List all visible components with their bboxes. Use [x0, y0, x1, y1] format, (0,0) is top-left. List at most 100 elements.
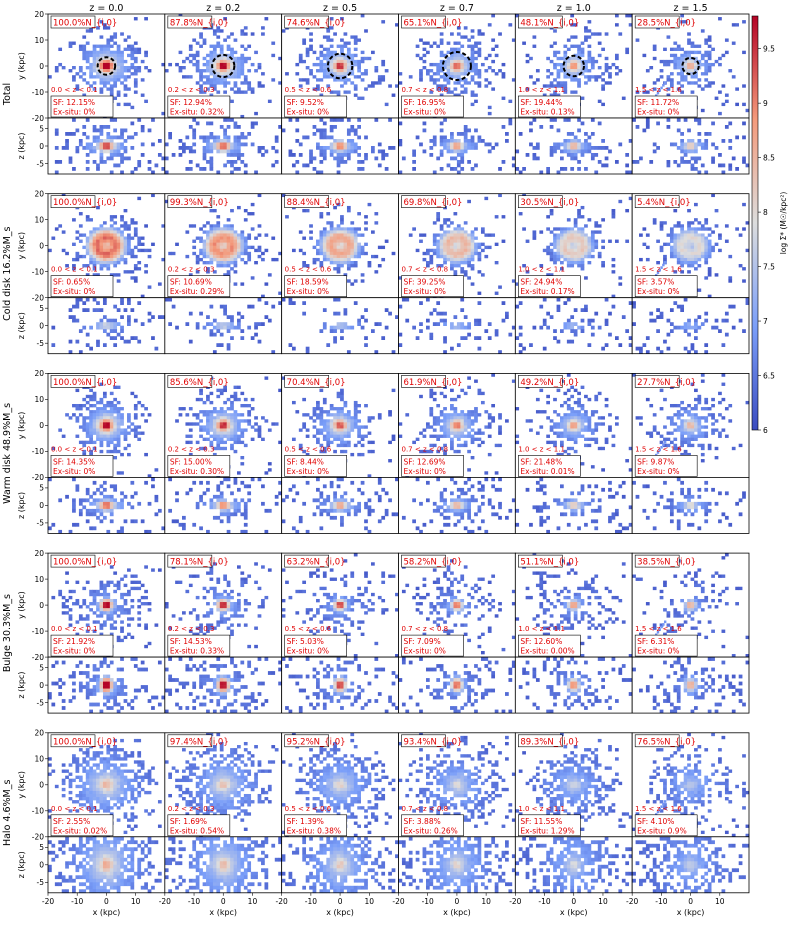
density-cell: [577, 248, 581, 253]
density-cell: [570, 90, 575, 94]
density-cell: [346, 90, 351, 94]
density-cell: [573, 245, 578, 250]
density-cell: [68, 69, 73, 73]
density-cell: [652, 221, 657, 225]
density-cell: [724, 224, 729, 228]
density-cell: [192, 135, 197, 140]
density-cell: [102, 242, 107, 246]
density-cell: [233, 440, 238, 445]
density-cell: [694, 245, 698, 250]
density-cell: [192, 118, 197, 122]
density-cell: [326, 245, 331, 250]
density-cell: [85, 167, 90, 171]
density-cell: [381, 515, 386, 520]
density-cell: [106, 56, 111, 61]
density-cell: [563, 322, 568, 326]
density-cell: [130, 422, 135, 426]
density-cell: [340, 422, 344, 426]
density-cell: [237, 90, 241, 94]
density-cell: [690, 239, 695, 243]
density-cell: [85, 400, 90, 405]
density-cell: [742, 227, 746, 231]
density-cell: [673, 66, 678, 70]
density-cell: [82, 301, 87, 305]
sf-label: SF: 11.72%: [637, 98, 679, 107]
density-cell: [333, 311, 337, 316]
density-cell: [549, 81, 554, 85]
density-cell: [216, 35, 221, 39]
density-cell: [316, 487, 320, 492]
density-cell: [508, 118, 513, 122]
density-cell: [92, 47, 97, 52]
density-cell: [446, 242, 451, 246]
density-cell: [130, 50, 135, 55]
density-cell: [206, 422, 210, 426]
density-cell: [467, 66, 471, 70]
density-cell: [316, 239, 320, 243]
density-cell: [491, 69, 496, 73]
density-cell: [312, 50, 317, 55]
density-cell: [432, 239, 437, 243]
density-cell: [106, 44, 111, 48]
density-cell: [51, 325, 56, 330]
density-cell: [487, 81, 492, 85]
density-cell: [127, 297, 131, 302]
density-cell: [85, 491, 90, 496]
density-cell: [329, 59, 334, 64]
exsitu-label: Ex-situ: 0.17%: [520, 287, 574, 296]
density-cell: [329, 422, 334, 426]
density-cell: [450, 239, 454, 243]
density-cell: [367, 449, 372, 454]
density-cell: [223, 128, 227, 133]
density-cell: [254, 69, 258, 73]
density-cell: [137, 66, 142, 70]
density-cell: [711, 81, 715, 85]
density-cell: [316, 428, 320, 432]
density-cell: [450, 236, 454, 240]
density-cell: [422, 47, 427, 52]
density-cell: [305, 135, 310, 140]
density-cell: [237, 125, 241, 129]
density-cell: [120, 491, 124, 496]
density-cell: [216, 170, 221, 175]
density-cell: [209, 53, 214, 58]
density-cell: [456, 251, 461, 256]
density-cell: [673, 59, 678, 64]
density-cell: [584, 132, 588, 136]
density-cell: [460, 153, 465, 157]
density-cell: [133, 81, 138, 85]
density-cell: [477, 41, 482, 45]
density-cell: [247, 245, 252, 250]
density-cell: [549, 230, 554, 234]
density-cell: [99, 325, 104, 330]
density-cell: [580, 215, 585, 219]
density-cell: [72, 218, 76, 222]
density-cell: [230, 254, 234, 259]
density-cell: [566, 339, 571, 344]
density-cell: [381, 149, 386, 154]
density-cell: [728, 121, 733, 126]
density-cell: [137, 160, 142, 164]
density-cell: [250, 336, 255, 340]
density-cell: [212, 257, 217, 262]
density-cell: [697, 132, 702, 136]
density-cell: [704, 236, 709, 240]
density-cell: [467, 199, 471, 204]
density-cell: [336, 118, 341, 122]
density-cell: [113, 59, 118, 64]
snapshot-range-label: 0.7 < z < 0.8: [402, 86, 449, 94]
density-cell: [377, 322, 382, 326]
density-cell: [711, 156, 715, 161]
density-cell: [192, 132, 197, 136]
density-cell: [371, 149, 375, 154]
density-cell: [340, 227, 344, 231]
density-cell: [82, 233, 87, 237]
density-cell: [75, 522, 80, 527]
density-cell: [85, 248, 90, 253]
density-cell: [343, 416, 348, 420]
density-cell: [360, 160, 365, 164]
density-cell: [333, 431, 337, 435]
density-cell: [669, 248, 674, 253]
density-cell: [456, 75, 461, 79]
density-cell: [687, 221, 691, 225]
